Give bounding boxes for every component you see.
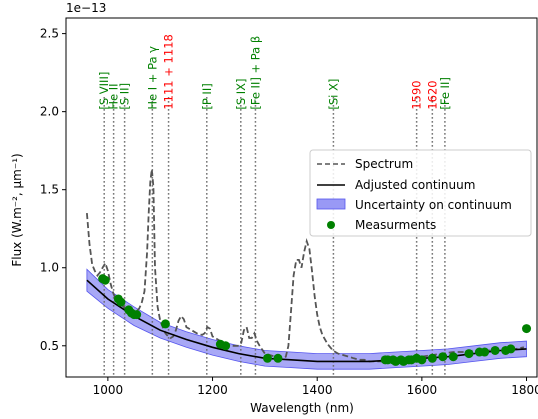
line-label: He II xyxy=(107,83,121,109)
measurement-point xyxy=(438,352,448,362)
line-marker-layer xyxy=(103,97,446,377)
legend-measurements-swatch xyxy=(327,221,335,229)
measurement-point xyxy=(132,310,142,320)
measurement-point xyxy=(506,344,516,354)
x-tick-label: 1000 xyxy=(93,383,124,397)
axes-layer: 1000 1200 1400 1600 1800 0.5 1.0 1.5 2.0 2.5 xyxy=(40,17,538,397)
measurement-point xyxy=(480,347,490,357)
measurement-point xyxy=(221,341,231,351)
y-axis-title: Flux (W.m⁻², µm⁻¹) xyxy=(10,153,24,266)
legend-continuum-label: Adjusted continuum xyxy=(355,178,475,192)
measurement-layer xyxy=(98,274,532,366)
line-label: [S II] xyxy=(118,83,132,110)
line-label: [Fe II] + Pa β xyxy=(248,36,262,110)
measurement-point xyxy=(100,275,110,285)
line-label: 1620 xyxy=(425,80,439,109)
line-label: He I + Pa γ xyxy=(145,46,159,110)
measurement-point xyxy=(448,352,458,362)
measurement-point xyxy=(262,353,272,363)
y-tick-label: 1.5 xyxy=(40,183,59,197)
line-label: 1111 + 1118 xyxy=(162,34,176,109)
legend-uncertainty-label: Uncertainty on continuum xyxy=(355,198,512,212)
measurement-point xyxy=(522,324,532,334)
x-tick-label: 1800 xyxy=(511,383,538,397)
legend-spectrum-label: Spectrum xyxy=(355,157,413,171)
measurement-point xyxy=(464,349,474,359)
x-tick-label: 1600 xyxy=(407,383,438,397)
line-label: [P II] xyxy=(200,83,214,109)
uncertainty-band xyxy=(86,268,527,370)
line-label: [S VIII] xyxy=(97,72,111,110)
measurement-point xyxy=(160,319,170,329)
legend-measurements-label: Measurments xyxy=(355,218,436,232)
x-tick-label: 1400 xyxy=(302,383,333,397)
offset-text: 1e−13 xyxy=(66,1,106,15)
line-label: [Fe II] xyxy=(438,77,452,109)
legend-frame xyxy=(309,149,532,237)
line-label: [S IX] xyxy=(234,78,248,109)
measurement-point xyxy=(116,297,126,307)
line-label-layer: [S VIII]He II[S II] He I + Pa γ 1111 + 111… xyxy=(97,34,452,109)
legend: Spectrum Adjusted continuum Uncertainty … xyxy=(309,149,532,237)
measurement-point xyxy=(427,353,437,363)
y-tick-label: 0.5 xyxy=(40,339,59,353)
x-axis-title: Wavelength (nm) xyxy=(250,401,354,415)
y-tick-label: 1.0 xyxy=(40,261,59,275)
measurement-point xyxy=(417,355,427,365)
line-label: [Si X] xyxy=(326,79,340,110)
y-tick-label: 2.0 xyxy=(40,105,59,119)
measurement-point xyxy=(273,353,283,363)
x-tick-label: 1200 xyxy=(197,383,228,397)
measurement-point xyxy=(490,345,500,355)
legend-uncertainty-swatch xyxy=(316,198,346,210)
plot-frame xyxy=(65,17,538,378)
y-tick-label: 2.5 xyxy=(40,27,59,41)
line-label: 1590 xyxy=(410,80,424,109)
uncertainty-band-layer xyxy=(86,268,527,370)
